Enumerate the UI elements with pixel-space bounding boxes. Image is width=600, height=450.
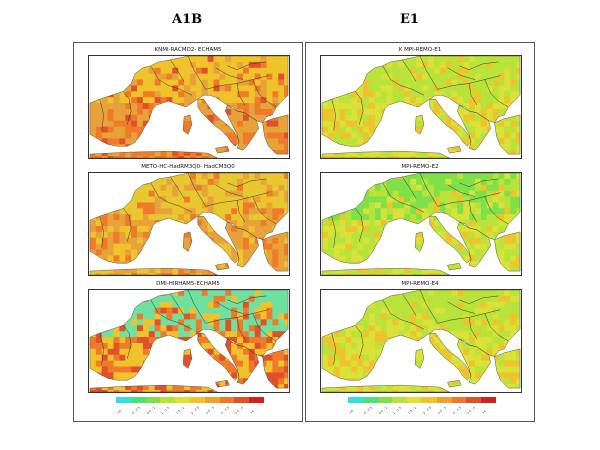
legend-swatch bbox=[407, 397, 422, 403]
legend-swatch bbox=[145, 397, 161, 403]
legend-swatch bbox=[189, 397, 205, 403]
map-caption: METO-HC-HadRM3Q0- HadCM3Q0 bbox=[141, 164, 235, 170]
map-svg bbox=[321, 290, 521, 392]
legend-swatch bbox=[219, 397, 235, 403]
legend-swatch bbox=[175, 397, 190, 403]
panel-e1: K MPI-REMO-E1 MPI-REMO-E2 MPI-REMO-E4 <0… bbox=[305, 42, 535, 422]
map-svg bbox=[89, 290, 289, 392]
legend-label: >4 bbox=[249, 409, 256, 416]
legend-swatch bbox=[466, 397, 482, 403]
legend-swatch bbox=[160, 397, 176, 403]
map-svg bbox=[321, 173, 521, 275]
legend-swatch bbox=[481, 397, 496, 403]
map-svg bbox=[321, 56, 521, 158]
map-caption: KNMI-RACMO2- ECHAM5 bbox=[154, 47, 222, 53]
map-svg bbox=[89, 173, 289, 275]
map-svg bbox=[89, 56, 289, 158]
legend-swatch bbox=[362, 397, 378, 403]
temperature-map bbox=[88, 55, 290, 159]
map-caption: MPI-REMO-E2 bbox=[401, 164, 439, 170]
legend-bar bbox=[116, 397, 264, 403]
column-title-a1b: A1B bbox=[172, 12, 203, 27]
legend-label: >4 bbox=[481, 409, 488, 416]
legend-bar bbox=[348, 397, 496, 403]
legend-swatch bbox=[234, 397, 250, 403]
temperature-map bbox=[320, 55, 522, 159]
legend-swatch bbox=[116, 397, 131, 403]
legend-swatch bbox=[377, 397, 393, 403]
legend-swatch bbox=[451, 397, 467, 403]
temperature-map bbox=[88, 289, 290, 393]
legend-swatch bbox=[348, 397, 363, 403]
panel-a1b: KNMI-RACMO2- ECHAM5 METO-HC-HadRM3Q0- Ha… bbox=[73, 42, 303, 422]
map-caption: MPI-REMO-E4 bbox=[401, 281, 439, 287]
legend-swatch bbox=[436, 397, 452, 403]
legend-swatch bbox=[204, 397, 220, 403]
temperature-map bbox=[320, 289, 522, 393]
map-caption: K MPI-REMO-E1 bbox=[398, 47, 442, 53]
legend-swatch bbox=[421, 397, 437, 403]
temperature-map bbox=[320, 172, 522, 276]
column-title-e1: E1 bbox=[400, 12, 419, 27]
temperature-map bbox=[88, 172, 290, 276]
map-caption: DMI-HIRHAM5-ECHAM5 bbox=[156, 281, 220, 287]
legend-swatch bbox=[130, 397, 146, 403]
legend-swatch bbox=[249, 397, 264, 403]
legend-swatch bbox=[392, 397, 408, 403]
